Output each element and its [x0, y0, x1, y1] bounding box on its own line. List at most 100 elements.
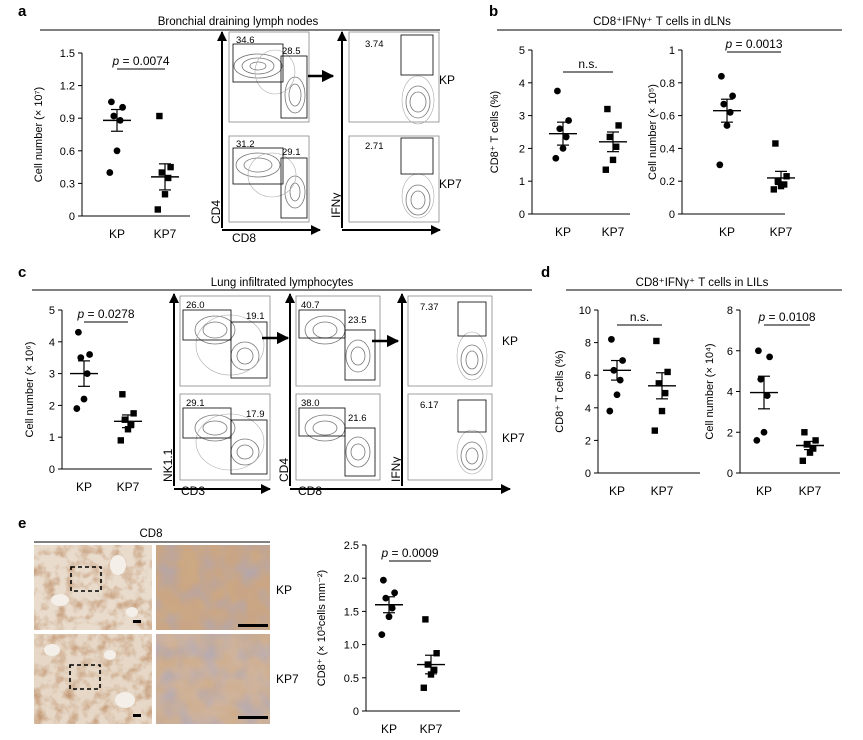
- data-point-square: [801, 429, 808, 436]
- y-tick-label: 5: [49, 305, 55, 317]
- y-axis-label: CD8⁺ T cells (%): [489, 91, 501, 173]
- gate-a-bottom-left: 31.2: [236, 139, 255, 150]
- data-point-circle: [382, 594, 390, 602]
- data-point-square: [604, 105, 611, 113]
- data-point-circle: [608, 335, 615, 343]
- x-category-label: KP: [109, 227, 125, 241]
- y-tick-label: 0.4: [660, 143, 675, 155]
- data-point-square: [655, 380, 662, 387]
- flow-c-y1-label: NK1.1: [161, 448, 175, 482]
- data-point-square: [810, 445, 817, 452]
- y-tick-label: 0.3: [60, 178, 75, 190]
- data-point-square: [422, 616, 429, 623]
- ifng-a-top: 3.74: [365, 39, 384, 50]
- data-point-circle: [729, 92, 736, 100]
- gate-c2-bottom-right: 21.6: [348, 413, 367, 424]
- data-point-circle: [753, 437, 761, 444]
- data-point-circle: [378, 631, 386, 639]
- y-tick-label: 0: [49, 464, 55, 476]
- data-point-square: [156, 112, 163, 120]
- data-point-circle: [388, 604, 396, 612]
- ihc-kp-high-mag: KP: [156, 545, 292, 630]
- flow-c-col1-bottom: 29.1 17.9: [179, 393, 271, 481]
- y-tick-label: 2: [727, 427, 733, 439]
- data-point-circle: [552, 154, 560, 162]
- data-point-square: [420, 684, 427, 691]
- x-category-label: KP: [719, 225, 735, 239]
- data-point-square: [602, 166, 609, 173]
- p-symbol: p: [111, 54, 119, 68]
- chart-b-right: 0 0.2 0.4 0.6 0.8 1 Cell number (× 10⁵) KP KP7 p …: [647, 37, 795, 239]
- data-point-circle: [73, 405, 81, 412]
- data-point-circle: [562, 133, 570, 141]
- x-category-label: KP: [381, 722, 397, 736]
- gate-c1-bottom-right: 17.9: [246, 409, 265, 420]
- y-tick-label: 0.8: [660, 78, 675, 90]
- y-tick-label: 1: [49, 432, 55, 444]
- x-category-label: KP: [609, 484, 625, 498]
- significance-label: p = 0.0009: [380, 546, 438, 560]
- y-tick-label: 1: [669, 45, 675, 57]
- y-tick-label: 1: [519, 176, 525, 188]
- data-point-circle: [77, 354, 85, 362]
- data-point-square: [774, 178, 781, 185]
- data-point-square: [651, 427, 658, 434]
- ifng-c-top: 7.37: [420, 302, 439, 313]
- data-point-circle: [755, 347, 762, 355]
- ihc-kp-low-mag: [34, 545, 152, 630]
- y-tick-label: 2: [519, 143, 525, 155]
- data-point-circle: [757, 375, 765, 383]
- y-tick-label: 0: [585, 468, 591, 480]
- data-point-circle: [716, 161, 724, 169]
- data-point-square: [167, 163, 174, 171]
- chart-c: 0 1 2 3 4 5 Cell number (× 10⁶) KP KP7 p = 0.0278: [24, 305, 152, 494]
- y-tick-label: 1.0: [344, 640, 359, 652]
- flow-c-col3-bottom: 6.17 KP7: [407, 393, 525, 481]
- data-point-circle: [559, 145, 567, 152]
- x-category-label: KP7: [602, 225, 625, 239]
- y-tick-label: 5: [519, 45, 525, 57]
- data-point-square: [777, 182, 785, 190]
- y-tick-label: 0: [727, 468, 733, 480]
- x-category-label: KP: [756, 484, 772, 498]
- data-point-circle: [113, 147, 121, 155]
- data-point-square: [783, 173, 790, 180]
- x-category-label: KP7: [770, 225, 793, 239]
- significance-label: p = 0.0278: [76, 307, 134, 321]
- chart-b-left: 0 1 2 3 4 5 CD8⁺ T cells (%) KP KP7 n.s.: [489, 45, 630, 239]
- data-point-circle: [760, 428, 768, 436]
- data-point-circle: [720, 100, 728, 108]
- p-symbol: p: [76, 307, 84, 321]
- data-point-circle: [723, 122, 731, 129]
- data-point-square: [615, 122, 622, 129]
- flow-a-plot-bottom-right: 2.71 KP7: [348, 135, 462, 223]
- ihc-images: KP KP7: [34, 545, 299, 724]
- data-point-square: [427, 671, 435, 678]
- panel-label-d: d: [541, 264, 550, 281]
- ifng-a-bottom: 2.71: [365, 141, 384, 152]
- data-point-circle: [380, 576, 387, 584]
- y-axis-label: CD8⁺ (× 10³cells mm⁻²): [316, 570, 328, 686]
- panel-label-c: c: [18, 264, 26, 281]
- panel-label-b: b: [489, 3, 498, 20]
- ifng-c-bottom: 6.17: [420, 400, 439, 411]
- panel-e-ihc-title: CD8: [139, 528, 162, 540]
- flow-c-y2-label: CD4: [277, 458, 291, 482]
- gate-a-top-right: 28.5: [282, 46, 301, 57]
- data-point-circle: [766, 353, 773, 361]
- data-point-square: [431, 666, 438, 674]
- panel-b-title: CD8⁺IFNγ⁺ T cells in dLNs: [593, 16, 731, 28]
- y-tick-label: 1.5: [60, 48, 75, 60]
- data-point-circle: [554, 87, 561, 95]
- p-symbol: p: [380, 546, 388, 560]
- data-point-square: [803, 441, 810, 448]
- y-tick-label: 8: [585, 338, 591, 350]
- y-tick-label: 0.9: [60, 113, 75, 125]
- data-point-circle: [108, 98, 115, 106]
- flow-c-col3-top: 7.37 KP: [407, 295, 518, 387]
- data-point-square: [770, 186, 777, 193]
- y-axis-label: Cell number (× 10⁴): [704, 343, 716, 439]
- panel-label-e: e: [18, 515, 26, 532]
- y-tick-label: 6: [727, 346, 733, 358]
